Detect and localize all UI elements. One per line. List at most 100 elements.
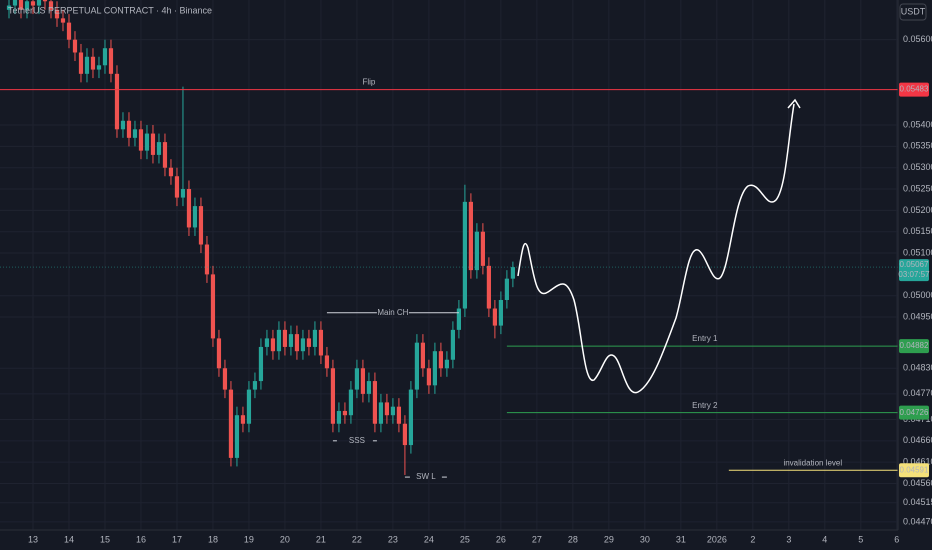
candle-body: [222, 368, 228, 390]
candle-body: [504, 278, 509, 300]
x-tick-label: 13: [28, 534, 38, 544]
candle-body: [426, 368, 432, 386]
chart-title: TetherUS PERPETUAL CONTRACT · 4h · Binan…: [8, 5, 212, 15]
candle-body: [402, 423, 408, 446]
x-tick-label: 30: [640, 534, 650, 544]
x-tick-label: 27: [532, 534, 542, 544]
candle-body: [24, 1, 30, 10]
x-tick-label: 2: [750, 534, 755, 544]
candle-body: [204, 244, 210, 275]
level-label: Entry 1: [692, 334, 718, 343]
candle-body: [408, 389, 414, 446]
candle-body: [84, 56, 90, 74]
price-tag: [899, 82, 929, 97]
candle-body: [492, 308, 497, 326]
candle-body: [318, 329, 324, 356]
countdown: 03:07:57: [898, 270, 930, 279]
projection-path: [517, 103, 795, 394]
candle-body: [324, 355, 330, 369]
candle-body: [432, 351, 438, 386]
candle-body: [438, 351, 444, 369]
price-tag-label: 0.04591: [900, 465, 929, 474]
projection-arrow: [787, 98, 801, 109]
x-tick-label: 23: [388, 534, 398, 544]
candle-body: [486, 265, 491, 309]
y-tick-label: 0.04515: [903, 497, 932, 507]
candle-body: [288, 334, 294, 347]
price-tag-label: 0.05483: [900, 85, 929, 94]
candle-body: [414, 342, 420, 390]
candle-body: [480, 231, 485, 266]
price-tag: [899, 463, 929, 478]
candle-body: [420, 342, 426, 369]
x-tick-label: 21: [316, 534, 326, 544]
x-tick-label: 19: [244, 534, 254, 544]
candle-body: [228, 389, 234, 458]
candle-body: [150, 133, 156, 155]
candle-body: [168, 167, 174, 177]
x-tick-label: 29: [604, 534, 614, 544]
candle-body: [108, 48, 114, 74]
candle-body: [216, 338, 222, 369]
last-price-tag: [899, 259, 929, 282]
candle-body: [144, 133, 150, 151]
currency-button[interactable]: [899, 3, 927, 21]
annotation-label: SSS: [349, 436, 365, 445]
x-tick-label: 22: [352, 534, 362, 544]
last-price-label: 0.05067: [900, 260, 929, 269]
candle-body: [312, 329, 318, 347]
candle-body: [30, 1, 36, 6]
candle-body: [198, 206, 204, 245]
candle-body: [162, 142, 168, 168]
candle-body: [366, 381, 372, 394]
candle-body: [132, 129, 138, 138]
candle-body: [384, 402, 390, 416]
candle-body: [456, 308, 461, 330]
x-tick-label: 26: [496, 534, 506, 544]
candle-body: [276, 329, 282, 352]
candle-body: [348, 389, 354, 416]
x-tick-label: 14: [64, 534, 74, 544]
candle-body: [240, 415, 246, 424]
currency-label[interactable]: USDT: [901, 6, 926, 16]
candle-body: [246, 389, 252, 424]
candle-body: [252, 381, 258, 390]
candle-body: [126, 120, 132, 138]
x-tick-label: 20: [280, 534, 290, 544]
candle-body: [186, 189, 192, 228]
candle-body: [354, 368, 360, 390]
candle-body: [300, 338, 306, 352]
candle-body: [336, 410, 342, 424]
candle-body: [372, 381, 378, 424]
candle-body: [342, 410, 348, 416]
annotation-label: SW L: [416, 472, 436, 481]
candle-body: [294, 334, 300, 352]
candle-body: [102, 48, 108, 66]
candle-body: [498, 299, 503, 326]
price-tag-label: 0.04882: [900, 341, 929, 350]
x-tick-label: 2026: [707, 534, 727, 544]
candle-body: [48, 1, 54, 10]
x-tick-label: 31: [676, 534, 686, 544]
candle-body: [510, 267, 515, 279]
candle-body: [330, 368, 336, 424]
level-label: Entry 2: [692, 401, 718, 410]
candle-body: [270, 338, 276, 352]
x-tick-label: 16: [136, 534, 146, 544]
level-label: invalidation level: [783, 458, 842, 467]
plot-area: Flip Entry 1 Entry 2 invalidation level Main…: [0, 0, 898, 481]
x-tick-label: 3: [786, 534, 791, 544]
candle-body: [6, 5, 12, 10]
candle-body: [42, 0, 48, 2]
price-tag: [899, 339, 929, 354]
candle-body: [78, 52, 84, 74]
